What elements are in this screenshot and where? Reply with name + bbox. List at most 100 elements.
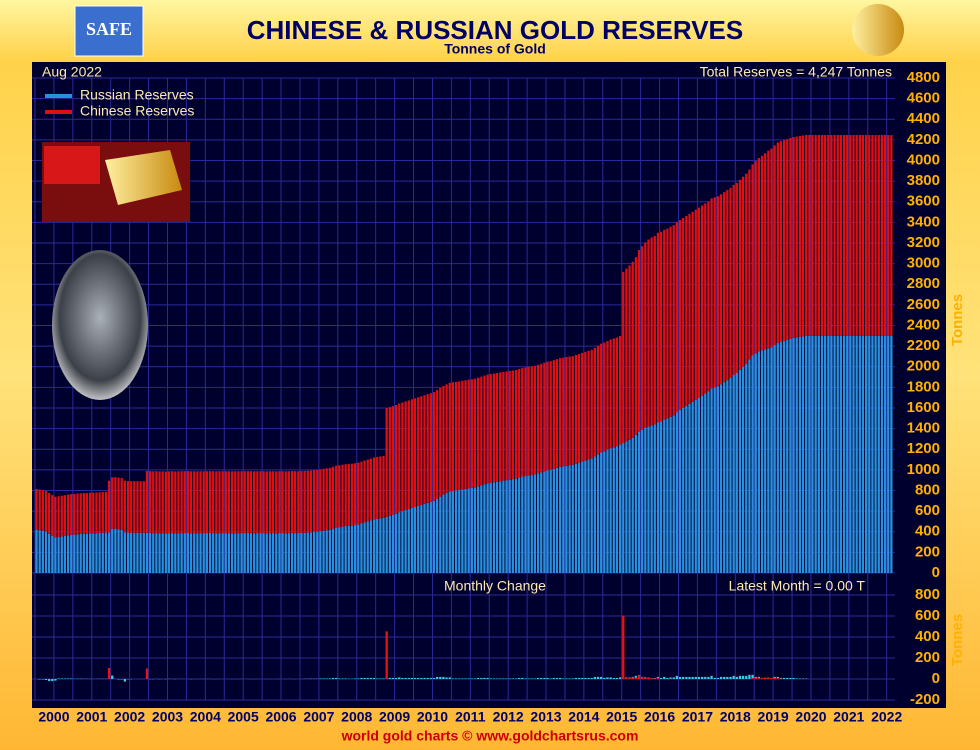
bar	[278, 533, 281, 573]
bar	[555, 467, 559, 573]
bar	[92, 492, 95, 534]
bar	[429, 677, 432, 679]
bar	[158, 533, 161, 573]
bar	[492, 373, 496, 483]
bar	[833, 335, 836, 573]
bar	[552, 677, 555, 679]
bar	[388, 407, 391, 516]
bar	[423, 677, 426, 679]
bar	[871, 135, 874, 336]
bar	[259, 533, 262, 573]
y-axis-label: Tonnes	[949, 294, 966, 346]
bar	[136, 481, 139, 533]
bar	[240, 533, 243, 573]
y-tick-label: 1400	[907, 420, 940, 437]
bar	[382, 517, 385, 573]
bar	[574, 677, 578, 679]
bar	[704, 203, 707, 394]
chart-subtitle: Tonnes of Gold	[444, 41, 546, 57]
bar	[887, 135, 890, 336]
bar	[732, 375, 735, 573]
bar	[874, 135, 877, 336]
bar	[319, 469, 322, 532]
bar	[587, 459, 590, 573]
bar	[331, 528, 335, 573]
bar	[590, 349, 593, 459]
bar	[133, 481, 136, 533]
bar	[148, 532, 152, 573]
bar	[448, 491, 451, 573]
bar	[666, 677, 669, 679]
bar	[322, 678, 325, 679]
bar	[442, 494, 445, 573]
bar	[710, 198, 713, 389]
bar	[152, 471, 155, 534]
bar	[767, 677, 770, 679]
bar	[70, 678, 73, 679]
bar	[697, 397, 701, 573]
bar	[549, 469, 552, 573]
bar	[748, 169, 751, 360]
bar	[429, 501, 432, 573]
bar	[590, 677, 593, 679]
bar	[887, 335, 890, 573]
bar	[634, 675, 637, 679]
bar	[284, 533, 287, 573]
bar	[439, 676, 442, 679]
bar	[593, 347, 596, 457]
bar	[694, 676, 697, 679]
bar	[552, 360, 555, 469]
bar	[347, 525, 350, 573]
bar	[164, 471, 167, 534]
bar	[186, 532, 190, 573]
bar	[177, 471, 180, 534]
bar	[518, 368, 521, 478]
x-tick-label: 2021	[833, 709, 864, 725]
bar	[779, 677, 783, 679]
bar	[540, 363, 543, 473]
bar	[297, 471, 300, 534]
bar	[398, 677, 401, 679]
bar	[798, 678, 802, 679]
bar	[335, 527, 338, 573]
bar	[798, 336, 802, 573]
bar	[212, 471, 215, 534]
bar	[609, 339, 612, 449]
bar	[218, 471, 221, 534]
bar	[641, 246, 644, 430]
bar	[688, 213, 691, 404]
bar	[265, 471, 268, 534]
bar	[467, 379, 470, 489]
bar	[618, 677, 622, 679]
bar	[682, 217, 685, 408]
bar	[741, 675, 745, 679]
y-tick-label: 400	[915, 523, 940, 540]
bar	[57, 496, 60, 537]
bar	[700, 205, 704, 396]
bar	[413, 677, 417, 679]
bar	[641, 429, 644, 573]
bar	[669, 226, 672, 417]
bar	[331, 677, 335, 679]
bar	[338, 465, 341, 528]
bar	[458, 381, 461, 490]
bar	[871, 335, 874, 573]
bar	[111, 528, 114, 573]
bar	[35, 488, 38, 530]
bar	[571, 464, 574, 573]
bar	[451, 382, 455, 492]
bar	[60, 536, 63, 573]
bar	[353, 525, 357, 573]
bar	[562, 466, 565, 573]
bar	[842, 335, 846, 573]
bar	[420, 396, 423, 505]
bar	[508, 678, 511, 679]
y-tick-label: 3800	[907, 172, 940, 189]
bar	[57, 536, 60, 573]
bar	[514, 478, 518, 573]
bar	[767, 150, 770, 349]
x-tick-label: 2018	[720, 709, 751, 725]
bar	[467, 678, 470, 679]
bar	[521, 367, 524, 477]
bar	[477, 486, 480, 573]
